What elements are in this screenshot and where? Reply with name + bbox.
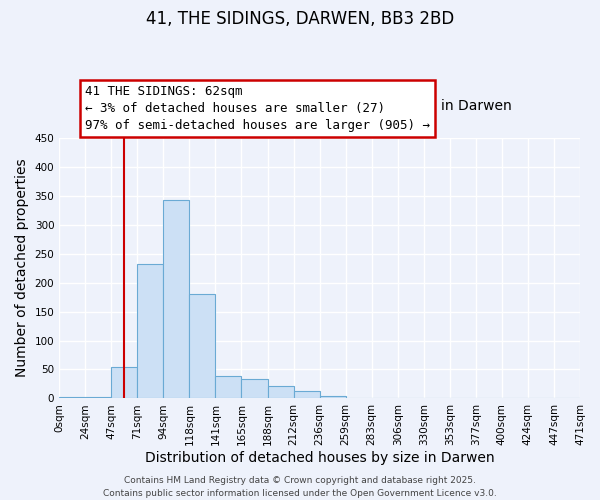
Text: 41 THE SIDINGS: 62sqm
← 3% of detached houses are smaller (27)
97% of semi-detac: 41 THE SIDINGS: 62sqm ← 3% of detached h… [85, 86, 430, 132]
Bar [268, 386, 293, 398]
X-axis label: Distribution of detached houses by size in Darwen: Distribution of detached houses by size … [145, 451, 494, 465]
Bar [320, 396, 346, 398]
Y-axis label: Number of detached properties: Number of detached properties [15, 159, 29, 378]
Bar [111, 366, 137, 398]
Bar [215, 376, 241, 398]
Text: 41, THE SIDINGS, DARWEN, BB3 2BD: 41, THE SIDINGS, DARWEN, BB3 2BD [146, 10, 454, 28]
Title: Size of property relative to detached houses in Darwen: Size of property relative to detached ho… [128, 99, 511, 113]
Bar [163, 200, 190, 398]
Bar [190, 294, 215, 399]
Bar [241, 379, 268, 398]
Bar [293, 391, 320, 398]
Text: Contains HM Land Registry data © Crown copyright and database right 2025.
Contai: Contains HM Land Registry data © Crown c… [103, 476, 497, 498]
Bar [137, 264, 163, 398]
